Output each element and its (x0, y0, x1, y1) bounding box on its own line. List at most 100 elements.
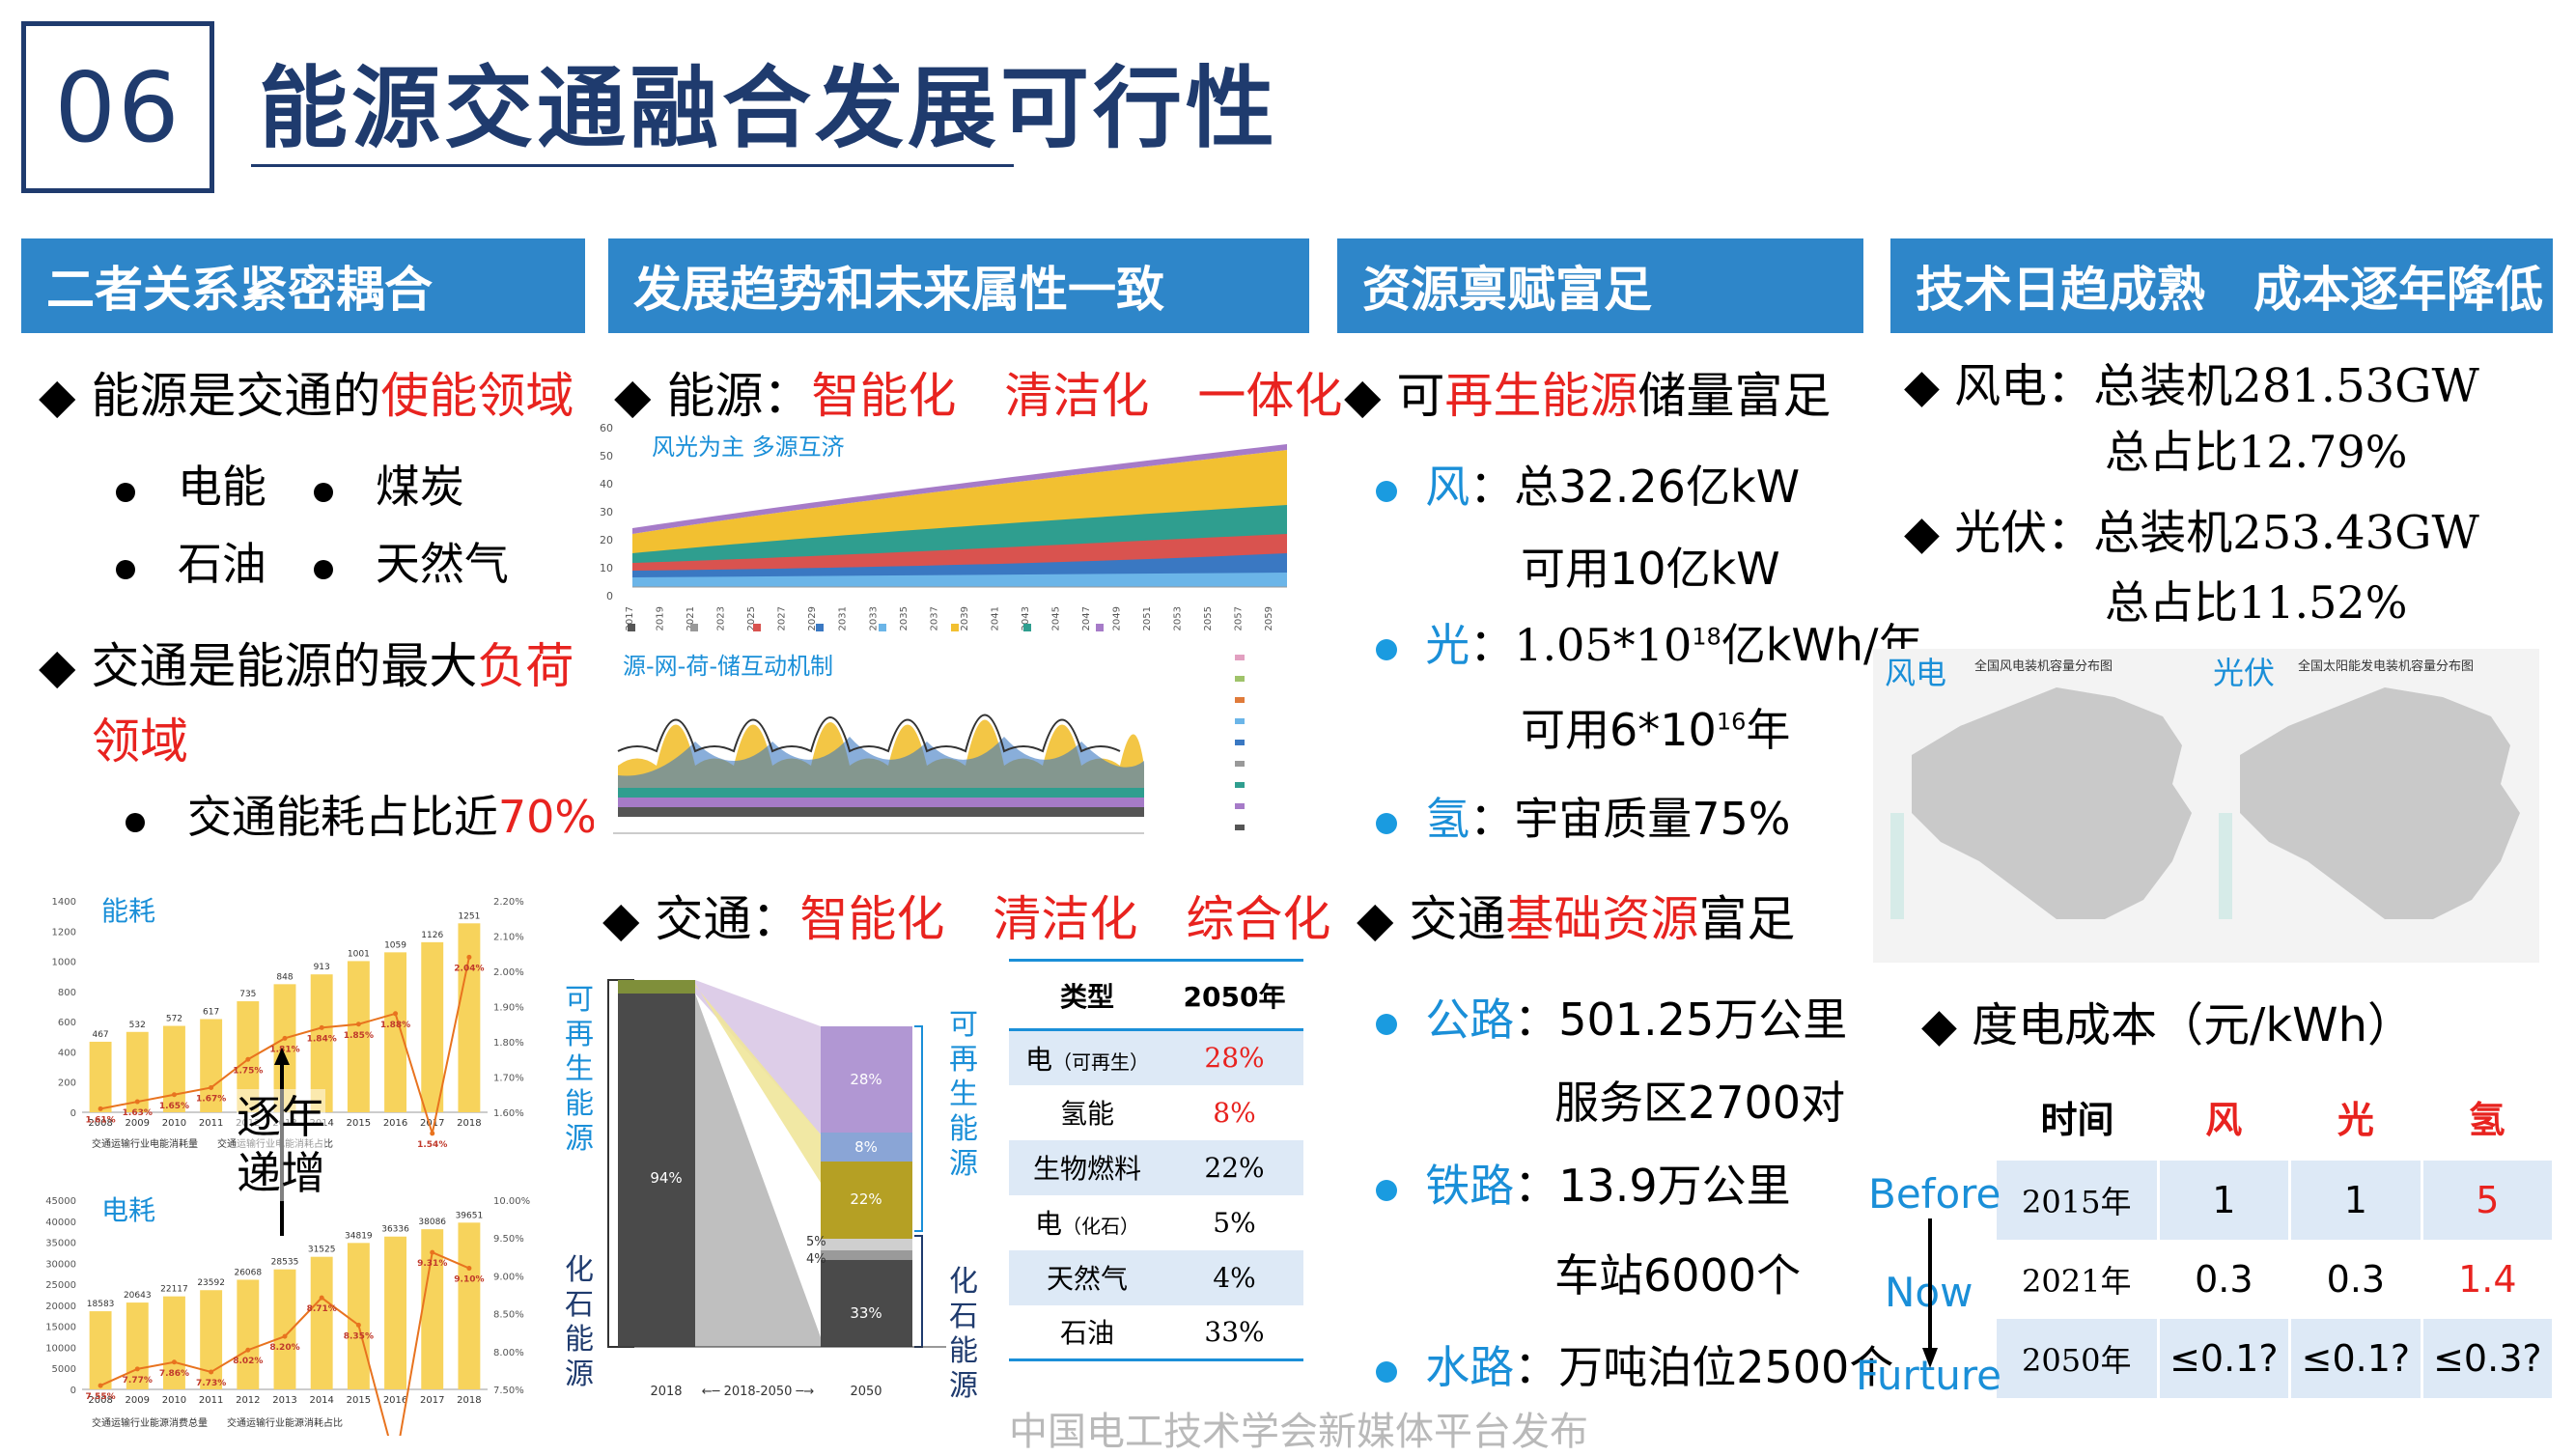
share-point (171, 1092, 177, 1098)
chart-label: 电耗 (101, 1194, 155, 1226)
increase-label: 逐年 递增 (237, 1089, 325, 1201)
rail-stations: 车站6000个 (1554, 1249, 1802, 1302)
y2-tick-label: 2.00% (493, 967, 524, 978)
share-label: 1.84% (307, 1034, 337, 1044)
share-point (98, 1106, 103, 1111)
svg-text:10: 10 (600, 562, 613, 574)
bar (310, 974, 333, 1112)
energy-consumption-chart: 1400 1200 1000 800 600 400 200 0 2.20% 2.10% 2.00%… (52, 895, 524, 1150)
share-label: 1.61% (85, 1115, 115, 1125)
share-point (134, 1366, 140, 1372)
bar (273, 1269, 296, 1389)
x-tick-label: 2029 (807, 606, 818, 630)
wind-map-label: 风电 (1885, 655, 1946, 691)
transport-energy-2050-table: 类型 2050年 电（可再生） 28% 氢能 8% 生物燃料 22% 电（化石） 5% 天然气 4… (1009, 959, 1303, 1361)
share-label: 7.55% (85, 1392, 115, 1402)
share-point (245, 1347, 251, 1353)
table-cell: 2021年 (2022, 1263, 2132, 1300)
x-tick-label: 2037 (929, 606, 939, 630)
page-title: 能源交通融合发展可行性 (259, 57, 1279, 160)
capacity-distribution-maps: 风电 光伏 全国风电装机容量分布图 全国太阳能发电装机容量分布图 (1873, 649, 2539, 963)
x-tick-label: 2025 (746, 606, 757, 630)
solar-available: 可用6*1016年 (1521, 704, 1791, 756)
wind-power-share: 总占比12.79% (2105, 426, 2408, 478)
table-cell: 4% (1213, 1261, 1256, 1294)
y2-tick-label: 1.90% (493, 1003, 524, 1014)
section-header-trend: 发展趋势和未来属性一致 (608, 238, 1309, 333)
x-tick-label: 2017 (420, 1118, 444, 1129)
x-tick-label: 2011 (199, 1395, 223, 1406)
x-tick-label: 2009 (126, 1118, 150, 1129)
bar (458, 923, 481, 1112)
share-label: 1.81% (269, 1045, 299, 1054)
table-cell: 氢能 (1059, 1098, 1114, 1130)
table-header: 类型 (1059, 980, 1114, 1013)
time-arrow (1922, 1218, 1938, 1368)
bar (384, 1236, 406, 1389)
table-row: 2015年 1 1 5 (1997, 1161, 2552, 1240)
x-tick-label: 2057 (1234, 606, 1245, 630)
fossil-label-right: 化石能源 (949, 1265, 978, 1403)
share-point (134, 1099, 140, 1105)
chart-legend: 交通运输行业能源消费总量 交通运输行业能源消耗占比 (92, 1416, 343, 1429)
energy-transition-sankey: 94% 28% 8% 22% 33% 5% 4% 2018 ←─ 2018-20… (607, 979, 946, 1399)
share-point (430, 1249, 435, 1255)
bar (458, 1222, 481, 1389)
renewable-label-right: 可再生能源 (949, 1008, 978, 1181)
rail-resource: 铁路：13.9万公里 (1376, 1151, 1791, 1215)
table-row: 石油 33% (1009, 1305, 1303, 1360)
y2-tick-label: 1.70% (493, 1074, 524, 1084)
power-consumption-chart: 45000 40000 35000 30000 25000 20000 15000 10000… (45, 1194, 530, 1436)
share-label: 7.73% (196, 1379, 226, 1388)
bar-value-label: 18583 (87, 1300, 115, 1309)
table-header: 氢 (2468, 1098, 2505, 1141)
x-tick-label: 2055 (1203, 606, 1214, 630)
table-cell: 生物燃料 (1032, 1153, 1141, 1185)
x-tick-label: 2053 (1173, 606, 1184, 630)
share-point (282, 1035, 288, 1041)
bar (126, 1031, 149, 1112)
y2-tick-label: 8.50% (493, 1310, 524, 1321)
time-label-before: Before (1868, 1170, 2001, 1218)
x-tick-label: 2019 (656, 606, 666, 630)
area-chart-title: 风光为主 多源互济 (652, 434, 845, 461)
x-tick-label: 2015 (347, 1395, 371, 1406)
sankey-label: 8% (854, 1138, 878, 1156)
x-tick-label: 2008 (88, 1118, 112, 1129)
share-label: 8.02% (233, 1357, 263, 1366)
share-label: 1.88% (380, 1021, 410, 1030)
bar (237, 1279, 260, 1389)
bullet-energy-enables-transport: ◆ 能源是交通的使能领域 (39, 368, 574, 424)
energy-mix-area-chart: 60 50 40 30 20 10 0 2017 2019 2021 2023 2025 2027 2… (594, 418, 1308, 645)
sankey-x-label: 2018 (650, 1385, 682, 1399)
bar (273, 984, 296, 1112)
share-label: 1.85% (344, 1031, 374, 1041)
y2-tick-label: 1.60% (493, 1108, 524, 1119)
share-label: 7.77% (123, 1376, 153, 1386)
table-cell: 5 (2420, 1161, 2552, 1240)
list-item: 煤炭 (314, 452, 464, 516)
share-point (466, 1266, 472, 1272)
table-row: 电（可再生） 28% (1009, 1029, 1303, 1085)
wind-power-capacity: ◆ 风电：总装机281.53GW (1904, 359, 2479, 413)
bullet-renewable-reserves: ◆ 可再生能源储量富足 (1344, 368, 1832, 424)
bar-value-label: 20643 (124, 1291, 152, 1301)
wind-map-title: 全国风电装机容量分布图 (1974, 658, 2113, 674)
y-tick-label: 1200 (52, 927, 76, 938)
x-tick-label: 2017 (625, 606, 635, 630)
share-point (393, 1011, 399, 1017)
share-point (209, 1369, 214, 1375)
x-tick-label: 2009 (126, 1395, 150, 1406)
y2-tick-label: 1.80% (493, 1038, 524, 1049)
bullet-continuation: 领域 (92, 714, 188, 770)
bar-value-label: 1126 (421, 931, 443, 940)
table-cell: 1 (2156, 1161, 2290, 1240)
y-tick-label: 800 (58, 988, 76, 998)
bar-value-label: 28535 (271, 1258, 299, 1268)
share-point (355, 1022, 361, 1027)
bar (89, 1041, 112, 1112)
x-tick-label: 2047 (1081, 606, 1092, 630)
share-label: 1.75% (233, 1066, 263, 1076)
x-tick-label: 2010 (162, 1118, 186, 1129)
share-label: 2.04% (454, 964, 484, 973)
